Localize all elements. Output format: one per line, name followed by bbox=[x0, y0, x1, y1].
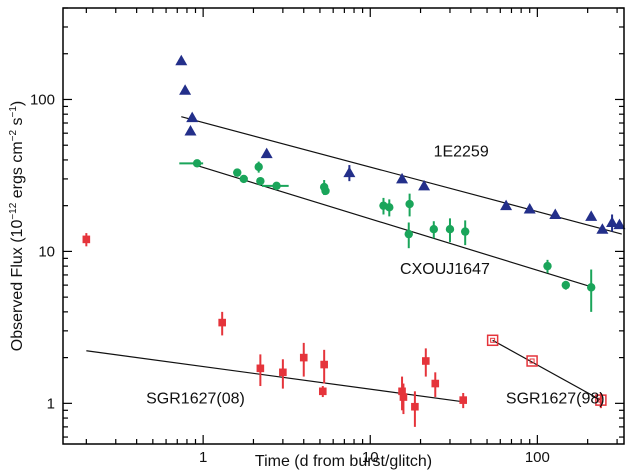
data-point bbox=[318, 387, 327, 396]
data-point bbox=[299, 353, 308, 362]
data-point bbox=[256, 364, 265, 373]
data-point bbox=[421, 357, 430, 365]
plot-frame bbox=[62, 7, 625, 445]
data-point bbox=[411, 402, 419, 411]
x-axis-title: Time (d from burst/glitch) bbox=[255, 453, 432, 470]
y-axis-title-part: ergs cm bbox=[9, 141, 26, 202]
data-point bbox=[606, 216, 619, 227]
data-point bbox=[175, 54, 188, 66]
data-point bbox=[543, 261, 552, 271]
axis-ticks bbox=[63, 7, 624, 444]
y-axis-title-exponent: −1 bbox=[8, 106, 19, 118]
data-point bbox=[596, 223, 609, 234]
data-point bbox=[595, 394, 607, 406]
data-point bbox=[233, 168, 242, 177]
y-axis-title-exponent: −2 bbox=[8, 129, 19, 141]
data-point bbox=[405, 199, 414, 209]
data-point bbox=[272, 181, 281, 191]
data-point bbox=[585, 210, 598, 221]
data-point bbox=[279, 368, 287, 377]
series-label-sgr1627-08: SGR1627(08) bbox=[146, 390, 245, 407]
data-point bbox=[526, 355, 538, 367]
series-label-cxouj1647: CXOUJ1647 bbox=[400, 261, 490, 278]
data-point bbox=[179, 84, 192, 95]
data-point bbox=[321, 186, 330, 196]
fit-line-cxouj1647 bbox=[195, 164, 594, 288]
data-point-inner bbox=[490, 337, 496, 343]
series-sgr1627-08: SGR1627(08) bbox=[82, 233, 468, 427]
data-point bbox=[398, 387, 406, 396]
data-point bbox=[445, 225, 455, 234]
data-point bbox=[320, 360, 328, 369]
x-tick-label: 1 bbox=[199, 449, 207, 466]
fit-line-sgr1627-98 bbox=[492, 339, 602, 401]
data-point bbox=[523, 203, 536, 214]
data-point bbox=[404, 229, 413, 239]
data-point bbox=[431, 379, 440, 388]
data-point bbox=[460, 227, 470, 236]
data-point bbox=[343, 166, 356, 178]
y-axis-title-part: s bbox=[9, 117, 26, 129]
y-tick-label: 10 bbox=[38, 243, 55, 260]
data-point bbox=[399, 393, 408, 401]
series-label-sgr1627-98: SGR1627(98) bbox=[506, 390, 605, 407]
y-axis-title-part: ) bbox=[9, 101, 26, 106]
data-point-inner bbox=[598, 397, 604, 403]
fit-line-sgr1627-08 bbox=[86, 350, 466, 403]
y-tick-label: 100 bbox=[30, 91, 55, 108]
data-point bbox=[500, 199, 513, 211]
data-point bbox=[82, 235, 91, 244]
y-axis-title-exponent: −12 bbox=[8, 202, 19, 219]
data-point bbox=[418, 179, 431, 191]
data-point bbox=[396, 172, 409, 184]
data-point-inner bbox=[529, 358, 535, 364]
y-axis-title: Observed Flux (10−12 ergs cm−2 s−1) bbox=[8, 101, 26, 352]
data-point bbox=[192, 159, 202, 168]
data-point bbox=[429, 225, 438, 234]
y-tick-label: 1 bbox=[47, 395, 55, 412]
series-label-1e2259: 1E2259 bbox=[434, 144, 489, 161]
data-point bbox=[459, 396, 468, 404]
data-point bbox=[549, 208, 562, 219]
data-point bbox=[561, 280, 571, 290]
data-point bbox=[186, 111, 199, 123]
plot-content: 1E2259 CXOUJ1647 SGR1627(08) SGR1627(98) bbox=[82, 54, 626, 427]
series-1e2259: 1E2259 bbox=[175, 54, 626, 235]
series-cxouj1647: CXOUJ1647 bbox=[179, 159, 596, 312]
data-point bbox=[260, 147, 273, 159]
data-point bbox=[254, 162, 263, 172]
y-axis-title-part: Observed Flux (10 bbox=[9, 220, 26, 352]
data-point bbox=[184, 125, 197, 136]
tick-labels: 1 10 100 1 10 100 bbox=[30, 91, 550, 466]
data-point bbox=[239, 174, 248, 184]
x-tick-label: 10 bbox=[362, 449, 379, 466]
data-point bbox=[256, 176, 265, 186]
data-point bbox=[218, 318, 226, 327]
data-point bbox=[613, 218, 626, 230]
data-point bbox=[385, 203, 394, 212]
data-point bbox=[486, 334, 499, 347]
series-sgr1627-98: SGR1627(98) bbox=[486, 334, 607, 409]
data-point bbox=[586, 283, 596, 292]
x-tick-label: 100 bbox=[525, 449, 550, 466]
